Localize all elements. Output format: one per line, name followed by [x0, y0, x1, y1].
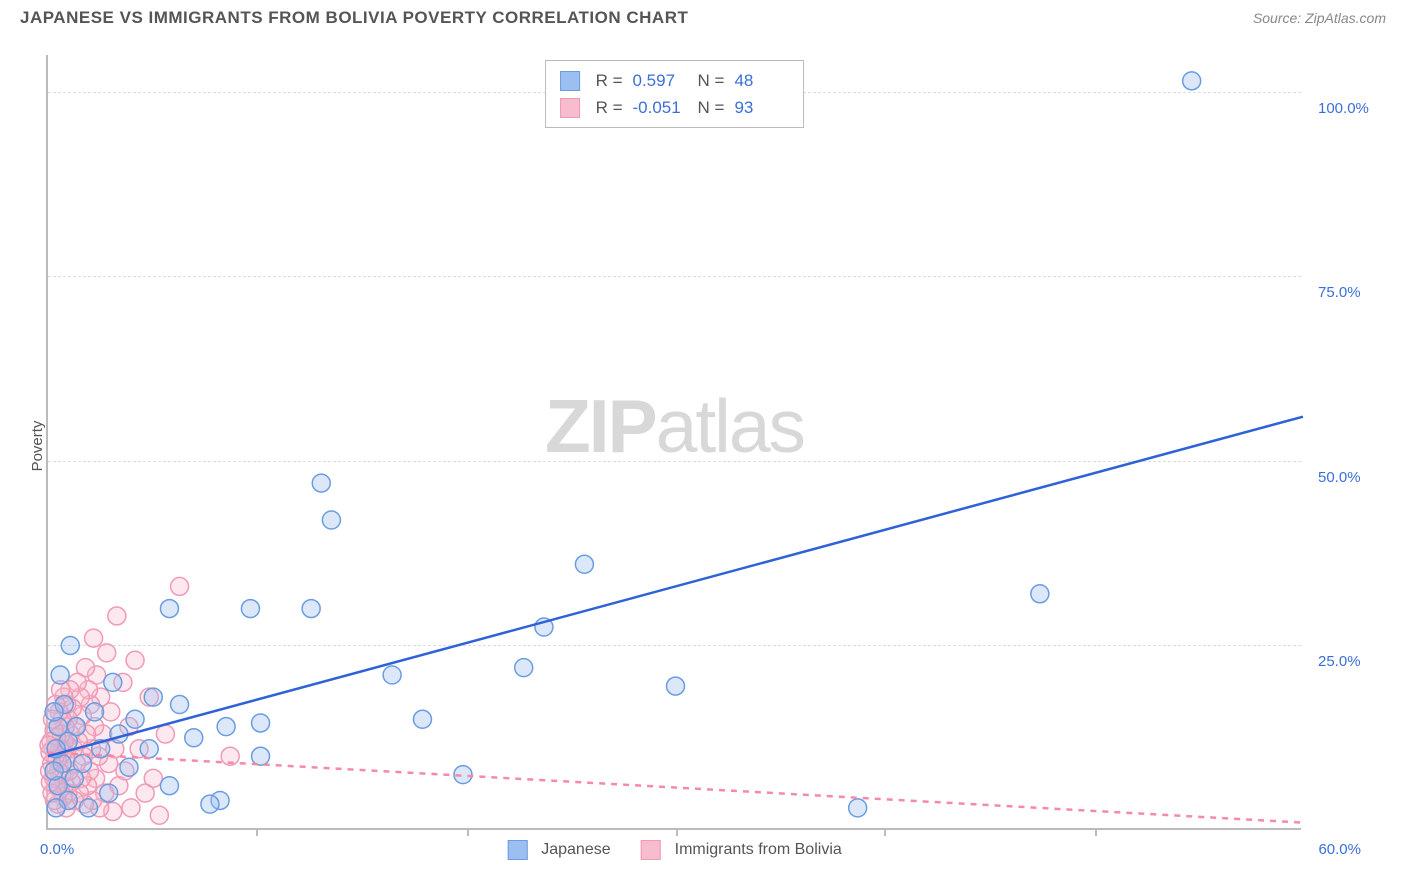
legend-item-series2: Immigrants from Bolivia [641, 840, 842, 860]
data-point [136, 784, 154, 802]
swatch-series1-icon [507, 840, 527, 860]
data-point [51, 666, 69, 684]
data-point [849, 799, 867, 817]
y-tick-label: 100.0% [1318, 100, 1369, 117]
data-point [413, 710, 431, 728]
data-point [120, 758, 138, 776]
data-point [126, 710, 144, 728]
stats-row-series2: R = -0.051 N = 93 [560, 94, 790, 121]
swatch-series2 [560, 98, 580, 118]
data-point [144, 688, 162, 706]
data-point [45, 703, 63, 721]
data-point [252, 714, 270, 732]
source-attribution: Source: ZipAtlas.com [1253, 10, 1386, 26]
y-tick-label: 75.0% [1318, 284, 1361, 301]
data-point [185, 729, 203, 747]
x-tick [1095, 828, 1097, 836]
data-point [65, 769, 83, 787]
data-point [322, 511, 340, 529]
stats-row-series1: R = 0.597 N = 48 [560, 67, 790, 94]
swatch-series2-icon [641, 840, 661, 860]
data-point [61, 636, 79, 654]
data-point [100, 784, 118, 802]
data-point [85, 629, 103, 647]
x-tick [256, 828, 258, 836]
legend-item-series1: Japanese [507, 840, 610, 860]
x-axis-min-label: 0.0% [40, 841, 74, 858]
x-tick [676, 828, 678, 836]
x-tick [467, 828, 469, 836]
data-point [47, 799, 65, 817]
data-point [122, 799, 140, 817]
data-point [515, 659, 533, 677]
data-point [575, 555, 593, 573]
data-point [86, 703, 104, 721]
trend-line [48, 417, 1303, 757]
stats-legend-box: R = 0.597 N = 48 R = -0.051 N = 93 [545, 60, 805, 128]
data-point [156, 725, 174, 743]
data-point [217, 718, 235, 736]
data-point [667, 677, 685, 695]
data-point [45, 762, 63, 780]
data-point [1183, 72, 1201, 90]
chart-title: JAPANESE VS IMMIGRANTS FROM BOLIVIA POVE… [20, 8, 688, 28]
data-point [383, 666, 401, 684]
data-point [160, 777, 178, 795]
y-tick-label: 25.0% [1318, 653, 1361, 670]
data-point [312, 474, 330, 492]
data-point [150, 806, 168, 824]
data-point [140, 740, 158, 758]
scatter-chart: ZIPatlas 25.0%50.0%75.0%100.0% R = 0.597… [46, 55, 1301, 830]
y-axis-label: Poverty [29, 421, 46, 472]
data-point [171, 577, 189, 595]
x-axis-max-label: 60.0% [1318, 841, 1361, 858]
data-point [252, 747, 270, 765]
swatch-series1 [560, 71, 580, 91]
data-point [98, 644, 116, 662]
data-point [302, 600, 320, 618]
data-point [201, 795, 219, 813]
y-tick-label: 50.0% [1318, 469, 1361, 486]
data-point [104, 673, 122, 691]
data-point [126, 651, 144, 669]
bottom-legend: Japanese Immigrants from Bolivia [507, 840, 842, 860]
data-point [79, 799, 97, 817]
data-point [160, 600, 178, 618]
data-point [171, 696, 189, 714]
data-point [241, 600, 259, 618]
plot-area [48, 55, 1301, 828]
data-point [1031, 585, 1049, 603]
x-tick [884, 828, 886, 836]
data-point [108, 607, 126, 625]
